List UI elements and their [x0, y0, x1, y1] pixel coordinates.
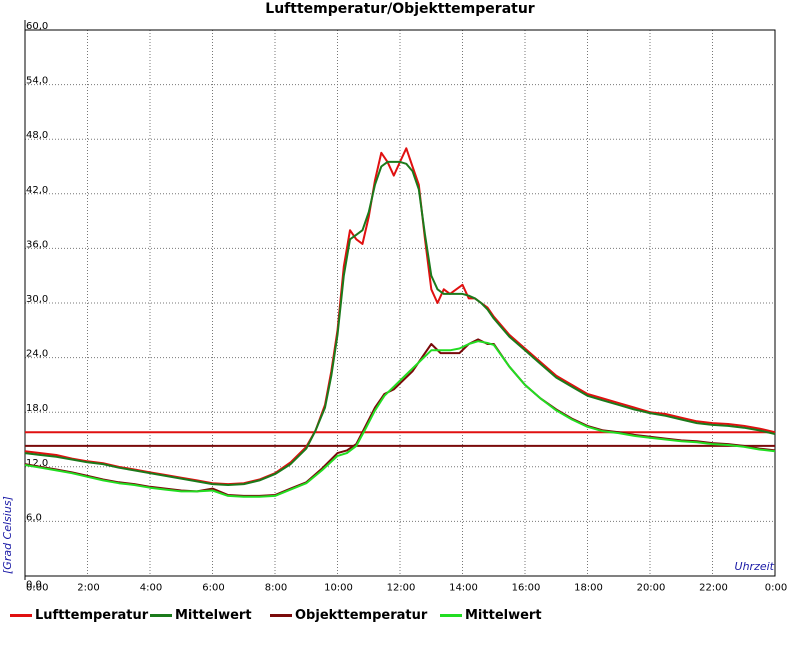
- chart-title: Lufttemperatur/Objekttemperatur: [265, 1, 535, 17]
- line-chart: 0:00 2:00 4:00 6:00 8:00 10:00 12:00 14:00 16:00…: [1, 20, 787, 593]
- legend-label: Objekttemperatur: [295, 608, 428, 623]
- legend-item-3: Mittelwert: [440, 608, 542, 623]
- x-tick-label: 10:00: [324, 582, 353, 593]
- x-tick-label: 8:00: [265, 582, 287, 593]
- y-tick-label: 30,0: [26, 294, 48, 305]
- y-tick-label: 60,0: [26, 21, 48, 32]
- x-tick-label: 22:00: [699, 582, 728, 593]
- legend-swatch: [440, 614, 462, 617]
- x-axis-label: Uhrzeit: [735, 560, 775, 573]
- x-tick-label: 16:00: [512, 582, 541, 593]
- x-tick-label: 6:00: [202, 582, 224, 593]
- legend-item-2: Objekttemperatur: [270, 608, 427, 623]
- legend-swatch: [270, 614, 292, 617]
- legend-item-0: Lufttemperatur: [10, 608, 148, 623]
- y-tick-label: 24,0: [26, 349, 48, 360]
- series-line-3: [24, 340, 776, 498]
- x-tick-label: 0:00: [26, 582, 48, 593]
- legend-label: Mittelwert: [465, 608, 542, 623]
- tick-labels: 0:00 2:00 4:00 6:00 8:00 10:00 12:00 14:00 16:00…: [26, 21, 787, 593]
- axes: [24, 20, 776, 580]
- legend-item-1: Mittelwert: [150, 608, 252, 623]
- legend-label: Lufttemperatur: [35, 608, 149, 623]
- x-tick-label: 12:00: [387, 582, 416, 593]
- legend-swatch: [10, 614, 32, 617]
- y-tick-label: 6,0: [26, 512, 42, 523]
- grid-lines: [25, 30, 775, 576]
- y-tick-label: 12,0: [26, 458, 48, 469]
- x-tick-label: 18:00: [574, 582, 603, 593]
- x-tick-label: 4:00: [140, 582, 162, 593]
- y-tick-label-zero: 0,0: [26, 579, 42, 590]
- series-lines: [24, 147, 776, 498]
- series-line-1: [24, 160, 776, 486]
- legend-swatch: [150, 614, 172, 617]
- y-tick-label: 42,0: [26, 185, 48, 196]
- x-tick-label: 0:00: [765, 582, 787, 593]
- y-tick-label: 54,0: [26, 76, 48, 87]
- x-tick-label: 2:00: [77, 582, 99, 593]
- y-tick-label: 36,0: [26, 239, 48, 250]
- legend-label: Mittelwert: [175, 608, 252, 623]
- x-tick-label: 14:00: [449, 582, 478, 593]
- y-tick-label: 18,0: [26, 403, 48, 414]
- reference-lines: [25, 431, 775, 447]
- legend: Lufttemperatur Mittelwert Objekttemperatur…: [10, 608, 790, 626]
- y-tick-label: 48,0: [26, 130, 48, 141]
- y-axis-label: [Grad Celsius]: [1, 496, 14, 574]
- x-tick-label: 20:00: [637, 582, 666, 593]
